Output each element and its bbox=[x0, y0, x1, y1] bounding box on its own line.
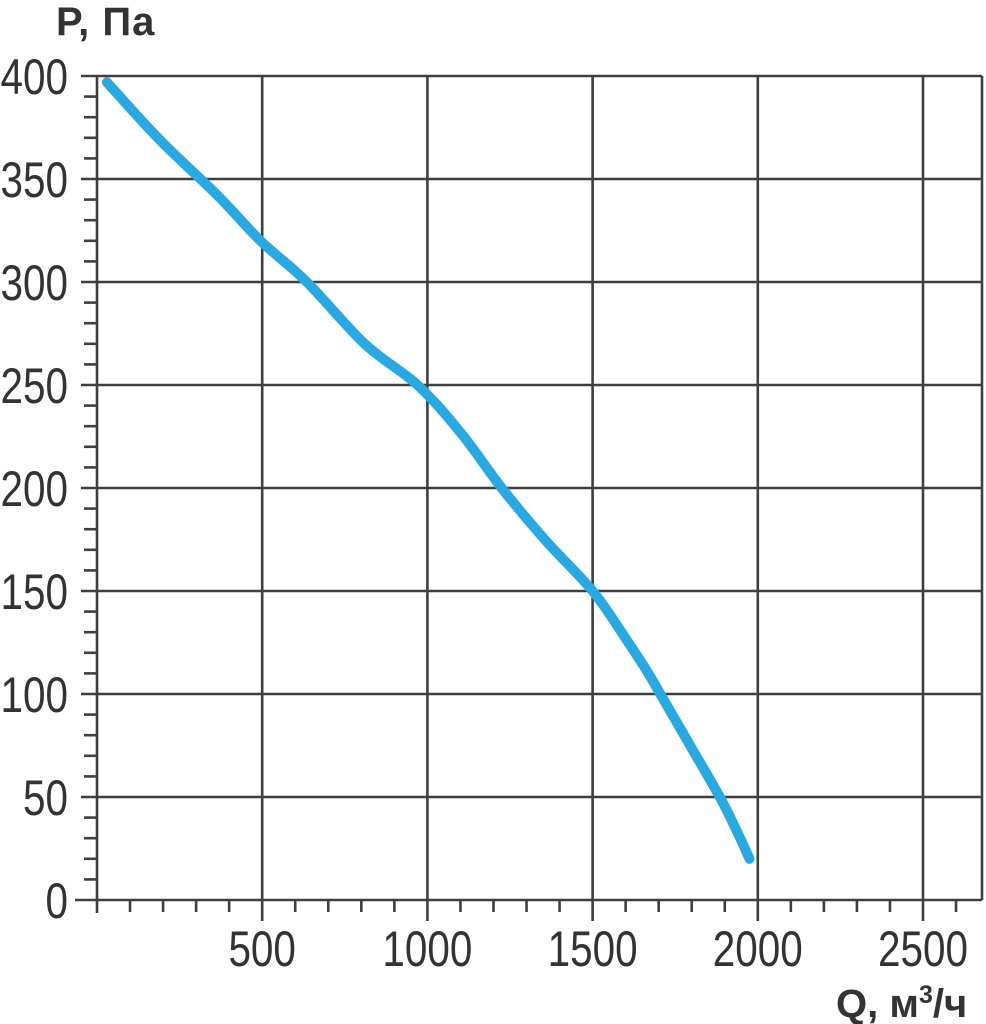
x-axis-title-rest: /ч bbox=[932, 982, 968, 1024]
y-tick-label: 50 bbox=[23, 770, 68, 826]
y-tick-label: 100 bbox=[1, 667, 69, 723]
x-tick-label: 1000 bbox=[382, 921, 472, 977]
performance-curve bbox=[101, 77, 755, 864]
y-tick-label: 0 bbox=[46, 873, 69, 929]
x-tick-label: 2500 bbox=[878, 921, 968, 977]
y-tick-label: 150 bbox=[1, 564, 69, 620]
x-tick-label: 500 bbox=[228, 921, 296, 977]
y-tick-label: 400 bbox=[1, 49, 69, 105]
x-tick-label: 1500 bbox=[548, 921, 638, 977]
axis-tick-labels: 0 50 100 150 200 250 300 350 400 500 1000 1500 2000 2… bbox=[1, 49, 969, 977]
x-axis-title-base: Q, м bbox=[836, 982, 919, 1024]
y-axis-title: Р, Па bbox=[56, 0, 156, 44]
y-tick-label: 350 bbox=[1, 152, 69, 208]
grid-lines bbox=[75, 74, 984, 921]
y-tick-label: 250 bbox=[1, 358, 69, 414]
x-axis-title: Q, м3/ч bbox=[836, 981, 968, 1024]
x-axis-title-superscript: 3 bbox=[918, 981, 933, 1009]
y-tick-label: 200 bbox=[1, 461, 69, 517]
y-tick-label: 300 bbox=[1, 255, 69, 311]
x-tick-label: 2000 bbox=[713, 921, 803, 977]
